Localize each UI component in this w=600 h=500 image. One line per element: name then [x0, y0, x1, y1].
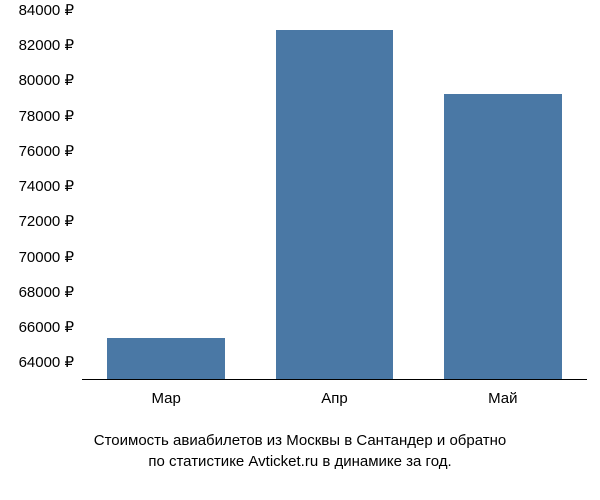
y-axis: 64000 ₽ 66000 ₽ 68000 ₽ 70000 ₽ 72000 ₽ 74000… — [0, 10, 82, 380]
bar — [276, 30, 394, 379]
y-tick-label: 84000 ₽ — [19, 1, 74, 19]
chart-caption: Стоимость авиабилетов из Москвы в Сантан… — [0, 430, 600, 472]
x-tick-label: Апр — [321, 390, 347, 407]
x-tick-label: Мар — [151, 390, 180, 407]
bar — [444, 94, 562, 379]
y-tick-label: 80000 ₽ — [19, 71, 74, 89]
y-tick-label: 72000 ₽ — [19, 212, 74, 230]
y-tick-label: 76000 ₽ — [19, 142, 74, 160]
y-tick-label: 68000 ₽ — [19, 283, 74, 301]
y-tick-label: 74000 ₽ — [19, 177, 74, 195]
y-tick-label: 64000 ₽ — [19, 353, 74, 371]
y-tick-label: 78000 ₽ — [19, 107, 74, 125]
y-tick-label: 70000 ₽ — [19, 248, 74, 266]
y-tick-label: 66000 ₽ — [19, 318, 74, 336]
caption-line-1: Стоимость авиабилетов из Москвы в Сантан… — [10, 430, 590, 451]
bar — [107, 338, 225, 379]
x-tick-label: Май — [488, 390, 517, 407]
caption-line-2: по статистике Avticket.ru в динамике за … — [10, 451, 590, 472]
plot-area — [82, 10, 587, 380]
x-axis: Мар Апр Май — [82, 385, 587, 410]
bar-chart: 64000 ₽ 66000 ₽ 68000 ₽ 70000 ₽ 72000 ₽ 74000… — [0, 10, 600, 410]
y-tick-label: 82000 ₽ — [19, 36, 74, 54]
